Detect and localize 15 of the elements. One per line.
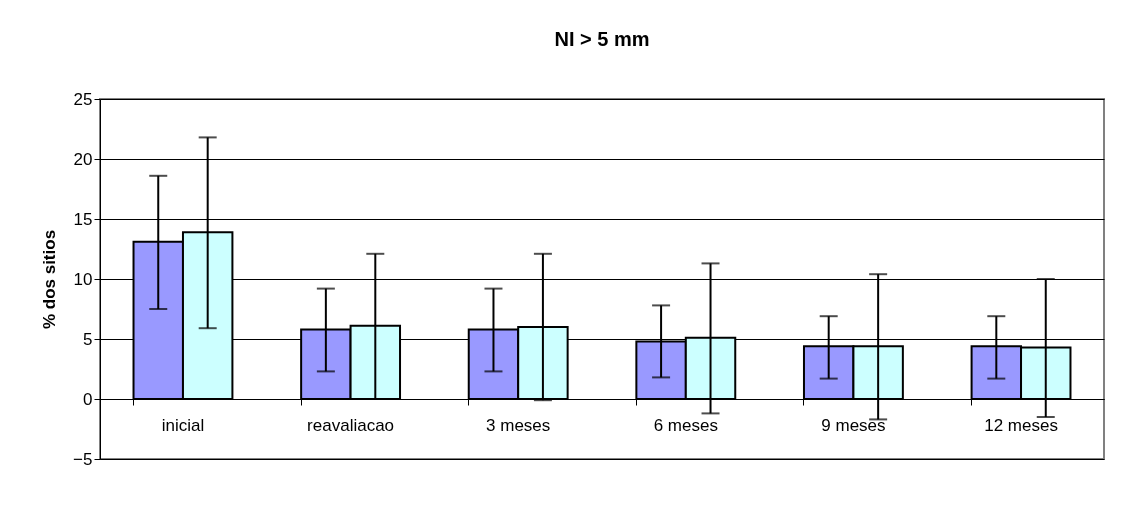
y-tick-label: 0 bbox=[83, 389, 93, 409]
x-tick-label: 3 meses bbox=[486, 415, 551, 435]
x-tick-label: 12 meses bbox=[984, 415, 1058, 435]
y-axis-title: % dos sitios bbox=[40, 229, 60, 330]
chart-title: NI > 5 mm bbox=[554, 28, 650, 50]
x-tick-label: 9 meses bbox=[821, 415, 886, 435]
y-tick-label: 5 bbox=[83, 329, 93, 349]
y-tick-label: −5 bbox=[73, 449, 93, 469]
x-tick-label: inicial bbox=[161, 415, 205, 435]
y-tick-label: 15 bbox=[73, 209, 93, 229]
y-tick-label: 10 bbox=[73, 269, 93, 289]
x-tick-label: reavaliacao bbox=[307, 415, 395, 435]
y-tick-label: 25 bbox=[73, 89, 93, 109]
y-tick-label: 20 bbox=[73, 149, 93, 169]
x-tick-label: 6 meses bbox=[653, 415, 718, 435]
